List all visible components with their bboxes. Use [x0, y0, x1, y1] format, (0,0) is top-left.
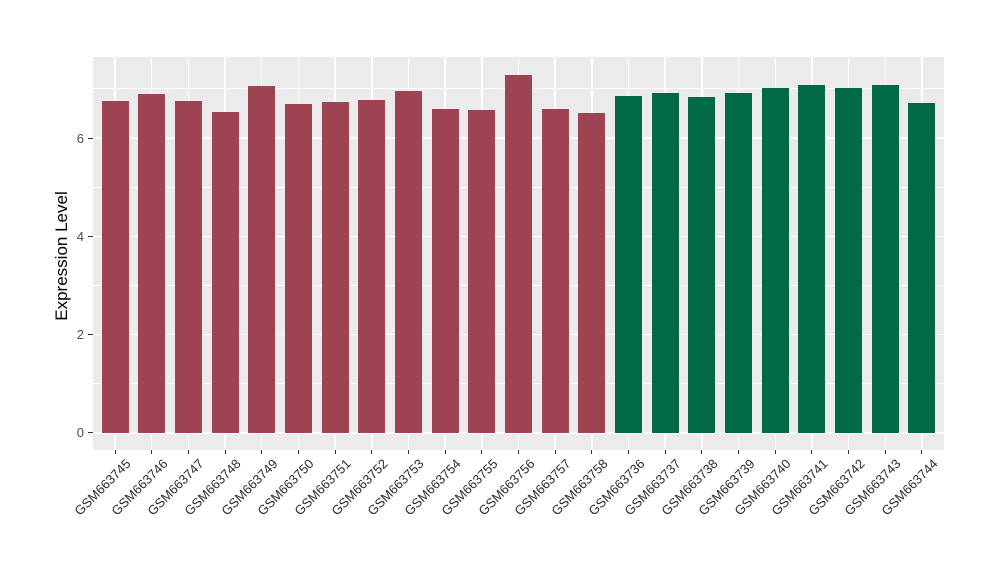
- y-tick-mark: [88, 432, 93, 434]
- x-tick-mark: [334, 450, 336, 454]
- bar-GSM663749: [248, 86, 275, 433]
- y-tick-label: 6: [76, 130, 84, 146]
- y-tick-mark: [88, 334, 93, 336]
- bar-GSM663754: [432, 108, 459, 433]
- bar-GSM663737: [652, 93, 679, 433]
- x-tick-mark: [848, 450, 850, 454]
- bar-GSM663747: [175, 101, 202, 433]
- x-tick-mark: [884, 450, 886, 454]
- x-tick-mark: [774, 450, 776, 454]
- x-tick-mark: [554, 450, 556, 454]
- bar-GSM663748: [212, 112, 239, 433]
- bar-GSM663755: [468, 110, 495, 433]
- bar-GSM663736: [615, 95, 642, 433]
- x-tick-mark: [591, 450, 593, 454]
- bar-GSM663738: [688, 97, 715, 433]
- bar-GSM663744: [908, 103, 935, 433]
- bar-GSM663758: [578, 113, 605, 433]
- bar-GSM663739: [725, 92, 752, 433]
- bar-GSM663757: [542, 108, 569, 433]
- bar-GSM663750: [285, 104, 312, 433]
- y-tick-label: 2: [76, 327, 84, 343]
- bar-GSM663752: [358, 99, 385, 433]
- y-tick-label: 4: [76, 228, 84, 244]
- y-tick-mark: [88, 137, 93, 139]
- x-tick-mark: [261, 450, 263, 454]
- x-tick-mark: [811, 450, 813, 454]
- bar-GSM663753: [395, 90, 422, 433]
- bar-GSM663751: [322, 102, 349, 433]
- x-tick-mark: [701, 450, 703, 454]
- bar-GSM663745: [102, 101, 129, 433]
- x-tick-mark: [921, 450, 923, 454]
- bar-GSM663742: [835, 88, 862, 433]
- y-tick-mark: [88, 235, 93, 237]
- x-tick-mark: [151, 450, 153, 454]
- y-axis-title: Expression Level: [52, 191, 71, 321]
- bar-GSM663740: [762, 88, 789, 433]
- x-tick-mark: [187, 450, 189, 454]
- plot-panel: [93, 57, 944, 450]
- x-tick-mark: [297, 450, 299, 454]
- bar-GSM663741: [798, 85, 825, 433]
- y-tick-label: 0: [76, 425, 84, 441]
- x-tick-mark: [738, 450, 740, 454]
- x-tick-mark: [518, 450, 519, 454]
- x-tick-mark: [371, 450, 373, 454]
- x-tick-mark: [664, 450, 666, 454]
- x-tick-mark: [407, 450, 409, 454]
- x-tick-mark: [114, 450, 116, 454]
- bar-GSM663756: [505, 74, 532, 433]
- x-tick-mark: [628, 450, 630, 454]
- x-tick-mark: [444, 450, 446, 454]
- x-tick-mark: [481, 450, 483, 454]
- bar-GSM663746: [138, 93, 165, 433]
- x-tick-mark: [224, 450, 226, 454]
- bar-GSM663743: [872, 84, 899, 433]
